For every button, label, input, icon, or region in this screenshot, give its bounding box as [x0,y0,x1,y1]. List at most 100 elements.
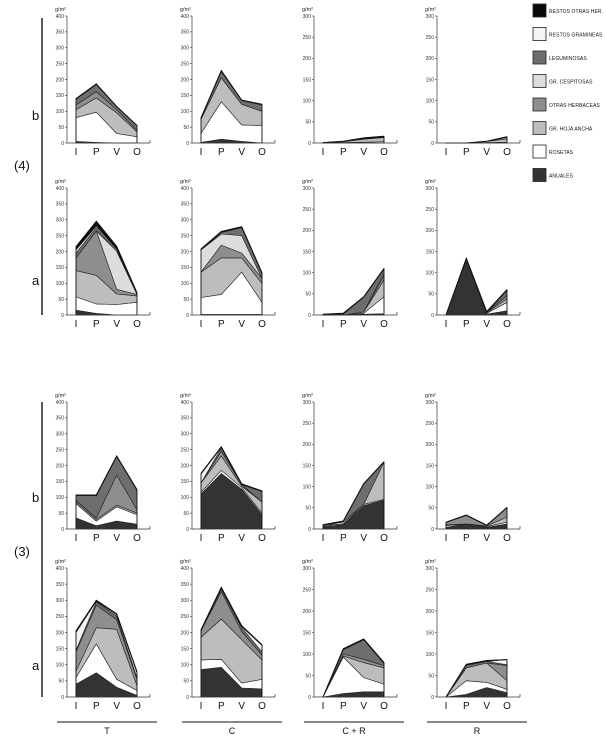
x-tick-label: O [133,147,141,158]
y-tick-label: 0 [431,141,434,147]
x-tick-label: I [322,533,325,544]
y-tick-label: 100 [56,663,65,669]
y-tick-label: 400 [56,186,65,192]
y-tick-label: 250 [181,61,190,67]
x-tick-label: I [75,701,78,712]
unit-label: g/m² [55,393,66,399]
y-tick-label: 150 [426,77,435,83]
y-tick-label: 100 [56,281,65,287]
y-tick-label: 250 [426,421,435,427]
y-tick-label: 250 [303,207,312,213]
y-tick-label: 50 [58,679,64,685]
y-tick-label: 200 [181,630,190,636]
y-tick-label: 250 [181,233,190,239]
x-tick-label: I [445,319,448,330]
x-tick-label: O [258,533,266,544]
y-tick-label: 250 [303,421,312,427]
y-tick-label: 150 [181,265,190,271]
y-tick-label: 50 [428,292,434,298]
legend-label: LEGUMINOSAS [549,56,587,62]
x-tick-label: O [380,533,388,544]
legend-item: ROSETAS [532,144,574,159]
y-tick-label: 400 [56,400,65,406]
row-label-4b: b [32,108,39,123]
x-tick-label: P [463,147,470,158]
y-tick-label: 250 [181,614,190,620]
y-tick-label: 400 [181,566,190,572]
legend-label: ROSETAS [549,150,574,156]
y-tick-label: 0 [186,313,189,319]
y-tick-label: 50 [58,297,64,303]
y-tick-label: 150 [426,249,435,255]
y-tick-label: 150 [56,93,65,99]
x-tick-label: P [463,319,470,330]
y-tick-label: 250 [56,233,65,239]
x-tick-label: O [503,319,511,330]
legend-item: GR. CESPITOSAS [532,74,593,88]
y-tick-label: 300 [181,46,190,52]
y-tick-label: 50 [428,673,434,679]
y-tick-label: 200 [56,463,65,469]
y-tick-label: 150 [181,646,190,652]
unit-label: g/m² [302,559,313,565]
x-tick-label: O [380,701,388,712]
y-tick-label: 350 [56,582,65,588]
row-label-4a: a [32,273,40,288]
y-tick-label: 250 [426,35,435,41]
y-tick-label: 200 [426,56,435,62]
y-tick-label: 150 [426,630,435,636]
group-label-3: (3) [14,544,30,559]
y-tick-label: 150 [181,93,190,99]
total-line [200,586,263,646]
y-tick-label: 50 [305,120,311,126]
y-tick-label: 200 [426,442,435,448]
y-tick-label: 150 [56,265,65,271]
y-tick-label: 300 [426,14,435,20]
legend-swatch [532,144,547,159]
x-tick-label: P [218,533,225,544]
y-tick-label: 0 [61,141,64,147]
legend-item: OTRAS HERBACEAS [532,97,600,112]
legend: RESTOS OTRAS HER. RESTOS GRAMINEAS LEGUMIN… [532,3,603,182]
x-tick-label: P [340,319,347,330]
unit-label: g/m² [425,7,436,13]
total-line [75,599,138,672]
y-tick-label: 150 [56,479,65,485]
x-tick-label: P [340,533,347,544]
column-label-1: C [182,721,282,736]
legend-swatch [532,168,547,182]
legend-swatch [532,27,547,41]
x-tick-label: I [200,533,203,544]
x-tick-label: V [483,533,490,544]
y-tick-label: 400 [56,566,65,572]
total-line [322,638,385,698]
y-tick-label: 300 [303,566,312,572]
x-tick-label: O [380,147,388,158]
y-tick-label: 150 [181,479,190,485]
y-tick-label: 300 [56,432,65,438]
x-tick-label: V [113,533,120,544]
unit-label: g/m² [55,179,66,185]
y-tick-label: 250 [426,207,435,213]
y-tick-label: 200 [56,630,65,636]
x-tick-label: I [200,701,203,712]
x-tick-label: P [340,701,347,712]
x-tick-label: I [322,147,325,158]
y-tick-label: 100 [181,495,190,501]
x-tick-label: O [133,533,141,544]
total-line [445,256,508,316]
y-tick-label: 100 [181,281,190,287]
y-tick-label: 200 [303,442,312,448]
y-tick-label: 200 [303,228,312,234]
x-tick-label: O [503,533,511,544]
unit-label: g/m² [180,7,191,13]
x-tick-label: I [75,533,78,544]
unit-label: g/m² [302,7,313,13]
y-tick-label: 250 [181,447,190,453]
